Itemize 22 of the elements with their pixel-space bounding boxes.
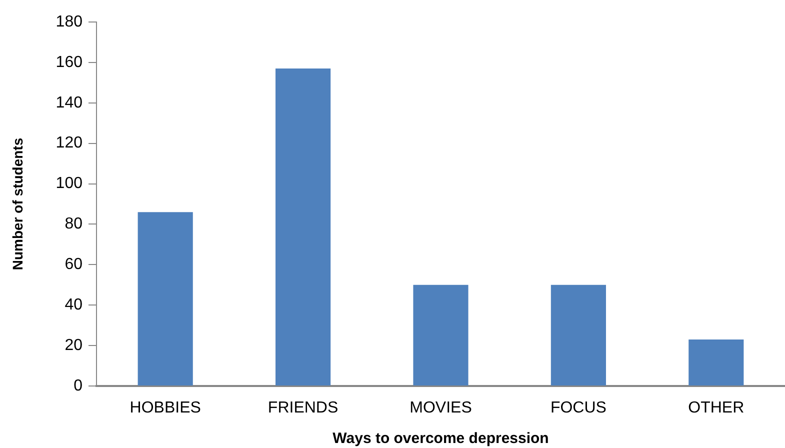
- bar: [413, 284, 468, 386]
- x-tick-label: FOCUS: [550, 399, 606, 416]
- bar: [276, 68, 331, 386]
- y-tick-label: 80: [64, 216, 83, 233]
- y-tick-label: 160: [56, 54, 83, 71]
- y-tick-label: 40: [64, 296, 83, 314]
- y-tick-label: 180: [56, 13, 83, 30]
- bar: [138, 212, 193, 386]
- bar: [550, 284, 606, 386]
- y-tick-label: 120: [56, 134, 83, 152]
- x-tick-label: MOVIES: [410, 399, 472, 416]
- x-tick-label: HOBBIES: [130, 399, 201, 416]
- x-tick-label: OTHER: [688, 399, 744, 416]
- bar: [688, 339, 744, 386]
- y-tick-label: 60: [64, 256, 83, 274]
- x-axis-title: Ways to overcome depression: [332, 430, 549, 448]
- y-tick-label: 140: [56, 94, 83, 112]
- y-tick-label: 100: [56, 175, 83, 192]
- x-tick-label: FRIENDS: [268, 399, 338, 416]
- y-axis-title: Number of students: [9, 138, 26, 270]
- y-tick-label: 20: [64, 336, 83, 354]
- y-tick-label: 0: [74, 377, 83, 394]
